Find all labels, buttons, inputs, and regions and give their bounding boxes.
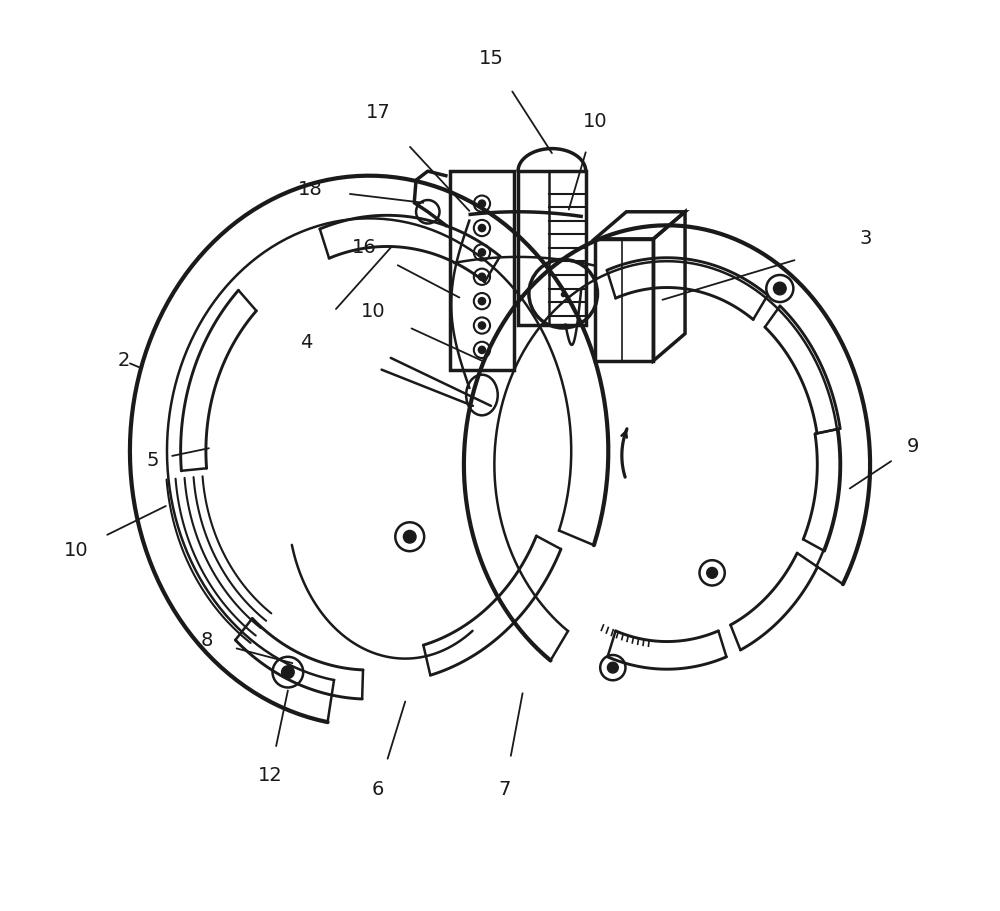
Circle shape xyxy=(607,662,618,673)
Circle shape xyxy=(478,346,486,353)
Text: 18: 18 xyxy=(298,179,323,199)
Text: 9: 9 xyxy=(907,437,920,456)
Text: 15: 15 xyxy=(479,49,503,67)
Circle shape xyxy=(478,200,486,208)
Text: 16: 16 xyxy=(352,239,377,258)
Circle shape xyxy=(478,322,486,329)
Circle shape xyxy=(478,249,486,256)
Text: 17: 17 xyxy=(366,103,391,122)
Circle shape xyxy=(478,224,486,231)
Circle shape xyxy=(774,282,786,295)
Circle shape xyxy=(403,530,416,543)
Circle shape xyxy=(478,298,486,305)
Text: 10: 10 xyxy=(361,302,386,321)
Text: 7: 7 xyxy=(498,780,511,799)
Text: 3: 3 xyxy=(859,230,872,249)
Text: 10: 10 xyxy=(582,112,607,131)
Text: 12: 12 xyxy=(257,766,282,785)
Circle shape xyxy=(282,666,294,679)
Text: 4: 4 xyxy=(300,333,312,353)
Text: 5: 5 xyxy=(146,451,159,469)
Text: 6: 6 xyxy=(372,780,384,799)
Circle shape xyxy=(707,568,718,578)
Circle shape xyxy=(478,273,486,281)
Text: 2: 2 xyxy=(117,352,130,370)
Text: 10: 10 xyxy=(63,541,88,559)
Text: 8: 8 xyxy=(200,631,213,650)
